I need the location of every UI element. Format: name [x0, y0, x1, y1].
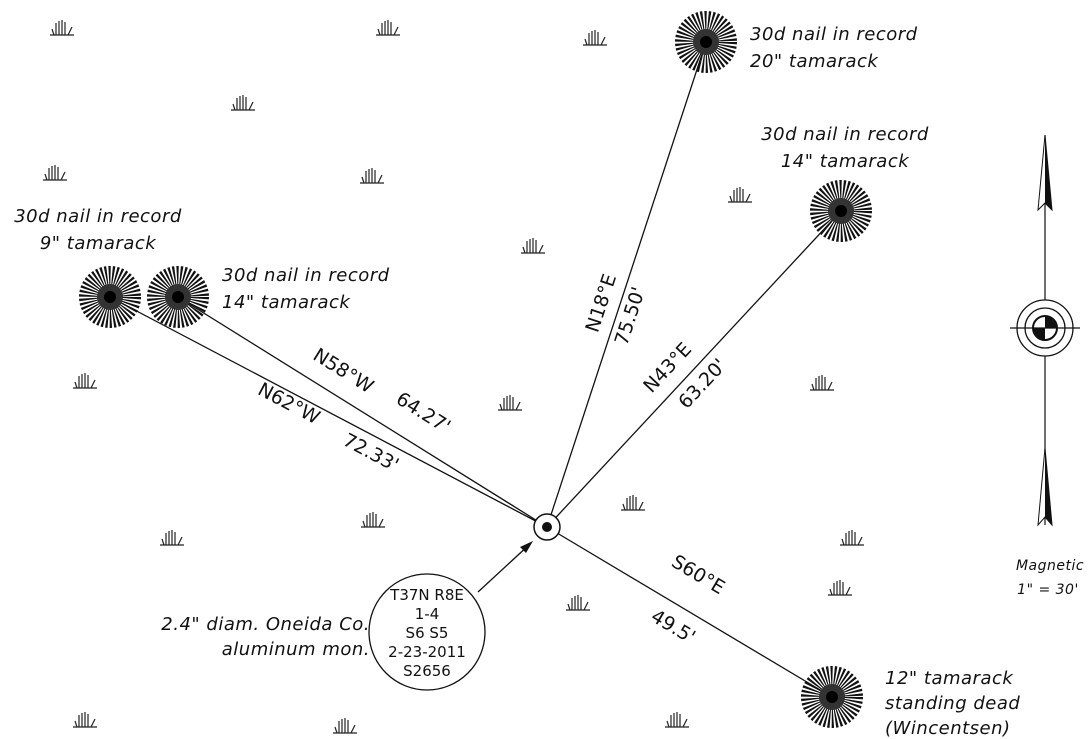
bearing: S60°E	[668, 551, 729, 599]
north-arrow	[1010, 134, 1080, 527]
tree-label: 30d nail in record	[761, 124, 929, 145]
monument-text: 1-4	[415, 605, 440, 623]
monument-text: 2-23-2011	[388, 643, 466, 661]
distance: 64.27'	[392, 388, 454, 438]
tree-label: standing dead	[885, 693, 1020, 714]
monument-text: S6 S5	[406, 624, 449, 642]
tree-label: 9" tamarack	[40, 233, 157, 254]
monument-text: T37N R8E	[389, 586, 464, 604]
tree-label: (Wincentsen)	[885, 718, 1011, 739]
tree-label: 12" tamarack	[885, 668, 1014, 689]
scale-label: 1" = 30'	[1017, 582, 1079, 598]
tree-label: 20" tamarack	[750, 51, 879, 72]
bearing: N58°W	[309, 344, 377, 398]
monument-symbol	[533, 513, 561, 541]
north-label: Magnetic	[1016, 558, 1084, 574]
tree-label: 14" tamarack	[222, 292, 351, 313]
monument-note: aluminum mon.	[222, 639, 370, 660]
distance: 72.33'	[339, 429, 402, 476]
bearing: N62°W	[254, 378, 323, 429]
monument-text: S2656	[403, 662, 451, 680]
distance: 49.5'	[647, 605, 699, 648]
tree-label: 30d nail in record	[222, 265, 390, 286]
tree-label: 14" tamarack	[781, 151, 910, 172]
labels: 30d nail in record 20" tamarack 30d nail i…	[14, 24, 1084, 739]
monument-note: 2.4" diam. Oneida Co.	[161, 614, 370, 635]
survey-lines	[109, 41, 842, 698]
tree-label: 30d nail in record	[750, 24, 918, 45]
monument-tag	[368, 573, 486, 691]
tree-label: 30d nail in record	[14, 206, 182, 227]
